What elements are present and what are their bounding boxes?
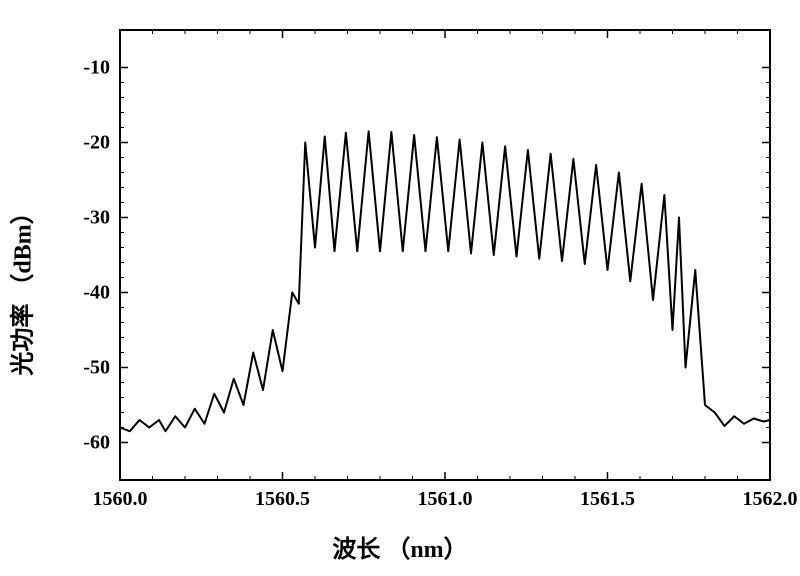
y-tick-label: -50: [83, 356, 110, 379]
y-tick-label: -40: [83, 281, 110, 304]
y-tick-label: -60: [83, 431, 110, 454]
y-tick-label: -20: [83, 131, 110, 154]
x-tick-label: 1561.0: [418, 488, 473, 511]
chart-container: 光功率 （dBm） 波长 （nm） 1560.0 1560.5 1561.0 1561…: [0, 0, 800, 576]
y-tick-label: -10: [83, 56, 110, 79]
x-tick-label: 1560.0: [93, 488, 148, 511]
y-axis-label: 光功率 （dBm）: [3, 200, 38, 375]
x-tick-label: 1560.5: [255, 488, 310, 511]
x-tick-label: 1561.5: [580, 488, 635, 511]
x-tick-label: 1562.0: [743, 488, 798, 511]
y-tick-label: -30: [83, 206, 110, 229]
x-axis-label: 波长 （nm）: [332, 529, 467, 564]
